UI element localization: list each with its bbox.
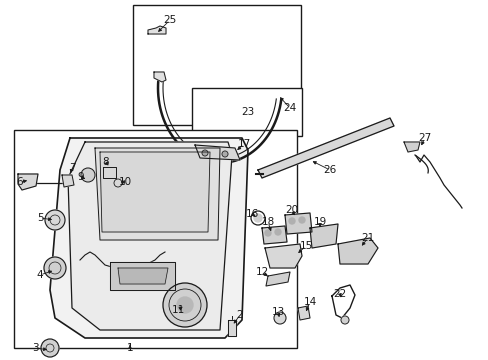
Polygon shape [297,306,309,320]
Text: 24: 24 [283,103,296,113]
Polygon shape [264,244,302,268]
Circle shape [288,218,294,224]
Circle shape [274,229,281,235]
Polygon shape [103,167,116,178]
Polygon shape [18,174,38,190]
Text: 15: 15 [299,241,312,251]
Text: 11: 11 [171,305,184,315]
Text: 22: 22 [333,289,346,299]
Circle shape [41,339,59,357]
Polygon shape [195,145,240,160]
Bar [14,130,296,348]
Text: 14: 14 [303,297,316,307]
Circle shape [45,210,65,230]
Circle shape [202,150,207,156]
Circle shape [222,151,227,157]
Circle shape [163,283,206,327]
Text: 2: 2 [236,310,243,320]
Polygon shape [309,224,337,248]
Polygon shape [262,226,286,244]
Text: 12: 12 [255,267,268,277]
Text: 20: 20 [285,205,298,215]
Text: 1: 1 [126,343,133,353]
Text: 26: 26 [323,165,336,175]
Circle shape [340,316,348,324]
Text: 3: 3 [32,343,38,353]
Polygon shape [148,26,165,34]
Text: 18: 18 [261,217,274,227]
Text: 8: 8 [102,157,109,167]
Bar [192,88,302,136]
Bar [133,5,301,125]
Text: 16: 16 [245,209,258,219]
Text: 7: 7 [68,163,75,173]
Polygon shape [100,152,209,232]
Text: 6: 6 [17,177,23,187]
Polygon shape [110,262,175,290]
Polygon shape [118,268,168,284]
Circle shape [273,312,285,324]
Text: 25: 25 [163,15,176,25]
Text: 21: 21 [361,233,374,243]
Polygon shape [62,175,74,187]
Circle shape [81,168,95,182]
Text: 27: 27 [418,133,431,143]
Polygon shape [50,138,247,338]
Text: 9: 9 [78,172,84,182]
Circle shape [298,217,305,223]
Polygon shape [95,148,220,240]
Text: 5: 5 [37,213,43,223]
Text: 10: 10 [118,177,131,187]
Polygon shape [285,213,311,234]
Text: 13: 13 [271,307,284,317]
Text: 19: 19 [313,217,326,227]
Circle shape [253,214,262,222]
Polygon shape [265,272,289,286]
Polygon shape [403,142,419,152]
Polygon shape [227,320,236,336]
Polygon shape [154,72,165,82]
Circle shape [114,179,122,187]
Text: 17: 17 [237,139,250,149]
Polygon shape [68,142,231,330]
Text: 23: 23 [241,107,254,117]
Polygon shape [258,118,393,178]
Circle shape [264,230,270,236]
Circle shape [44,257,66,279]
Circle shape [177,297,193,313]
Polygon shape [337,238,377,264]
Text: 4: 4 [37,270,43,280]
